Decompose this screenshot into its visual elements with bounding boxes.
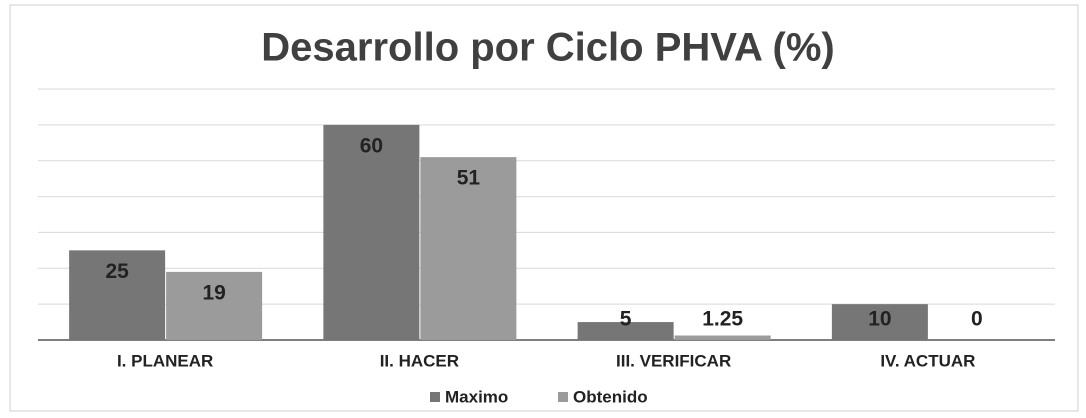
bar xyxy=(69,250,166,340)
data-label: 25 xyxy=(105,260,129,283)
data-label: 10 xyxy=(868,308,891,331)
bar xyxy=(577,322,674,340)
legend-swatch xyxy=(558,392,568,402)
x-tick-label: IV. ACTUAR xyxy=(880,351,975,370)
x-tick-label: II. HACER xyxy=(380,351,459,370)
legend-label: Obtenido xyxy=(573,387,648,406)
data-label: 0 xyxy=(971,308,983,331)
data-label: 1.25 xyxy=(702,308,743,331)
bar xyxy=(166,271,263,340)
data-label: 19 xyxy=(202,281,225,304)
bar xyxy=(831,304,928,340)
bar xyxy=(323,124,420,340)
bar xyxy=(674,335,771,340)
data-label: 51 xyxy=(457,167,481,190)
chart-frame xyxy=(9,4,1079,412)
legend-label: Maximo xyxy=(445,387,508,406)
x-tick-label: I. PLANEAR xyxy=(117,351,213,370)
bar xyxy=(420,157,517,340)
legend-swatch xyxy=(430,392,440,402)
x-tick-label: III. VERIFICAR xyxy=(616,351,731,370)
chart-title: Desarrollo por Ciclo PHVA (%) xyxy=(261,26,834,70)
data-label: 60 xyxy=(360,134,383,157)
data-label: 5 xyxy=(620,308,632,331)
